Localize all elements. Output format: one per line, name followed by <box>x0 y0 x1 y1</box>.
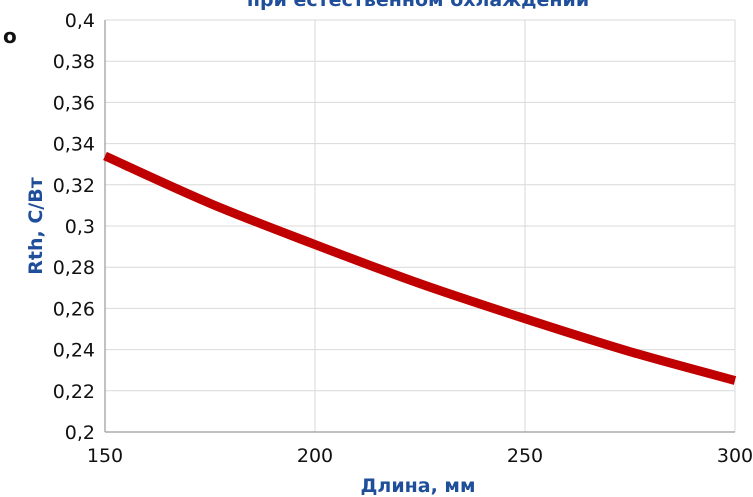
data-point <box>731 376 740 385</box>
data-point <box>626 347 635 356</box>
series-line <box>103 151 737 385</box>
y-tick-label: 0,4 <box>65 10 95 32</box>
series-group <box>101 151 740 385</box>
y-tick-label: 0,22 <box>53 381 95 403</box>
data-point <box>416 279 425 288</box>
data-point <box>206 199 215 208</box>
x-tick-label: 300 <box>717 445 753 467</box>
y-tick-label: 0,2 <box>65 422 95 444</box>
x-tick-label: 200 <box>297 445 333 467</box>
y-tick-label: 0,36 <box>53 92 95 114</box>
y-tick-label: 0,24 <box>53 340 95 362</box>
y-tick-label: 0,3 <box>65 216 95 238</box>
x-tick-label: 150 <box>87 445 123 467</box>
edge-glyph: о <box>3 24 17 48</box>
x-axis-title: Длина, мм <box>361 475 476 497</box>
x-tick-label: 250 <box>507 445 543 467</box>
data-point <box>311 240 320 249</box>
data-point <box>521 314 530 323</box>
grid <box>104 19 736 433</box>
y-tick-label: 0,34 <box>53 134 95 156</box>
y-tick-label: 0,28 <box>53 257 95 279</box>
x-tick-labels: 150 200 250 300 <box>87 445 753 467</box>
data-point <box>101 151 110 160</box>
chart-title: при естественном охлаждении <box>247 0 589 11</box>
y-tick-label: 0,32 <box>53 175 95 197</box>
y-tick-labels: 0,2 0,22 0,24 0,26 0,28 0,3 0,32 0,34 0,36 0,38 0,… <box>53 10 95 444</box>
y-tick-label: 0,26 <box>53 298 95 320</box>
y-tick-label: 0,38 <box>53 51 95 73</box>
y-axis-title: Rth, C/Вт <box>25 177 47 274</box>
axes <box>104 20 735 433</box>
